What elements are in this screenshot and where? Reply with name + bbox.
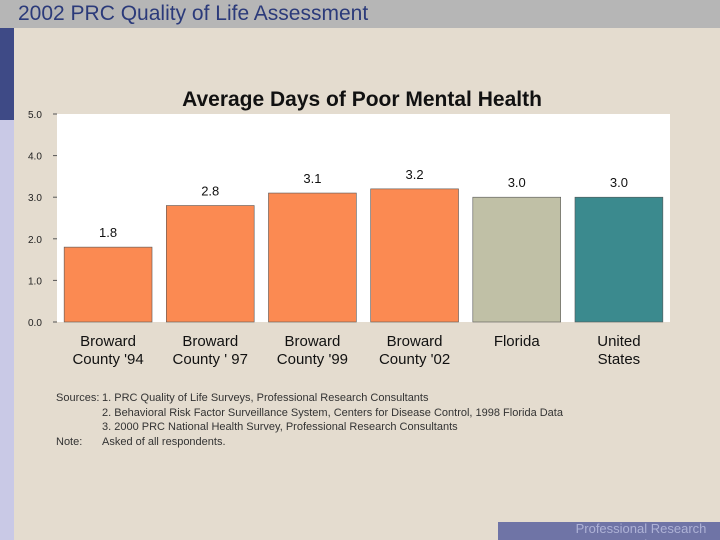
y-tick-label: 2.0: [28, 235, 42, 246]
header-bar: 2002 PRC Quality of Life Assessment: [0, 0, 720, 28]
y-tick-label: 5.0: [28, 110, 42, 121]
y-tick-label: 1.0: [28, 276, 42, 287]
slide-title: 2002 PRC Quality of Life Assessment: [18, 2, 369, 25]
x-category-label: County '02: [379, 351, 450, 368]
data-label: 2.8: [201, 184, 219, 199]
source-row-label: Sources:: [56, 392, 100, 404]
y-tick-label: 0.0: [28, 318, 42, 329]
x-category-label: Broward: [182, 333, 238, 350]
x-category-label: United: [597, 333, 640, 350]
source-row: Note: Asked of all respondents.: [56, 435, 563, 450]
source-row-text: 3. 2000 PRC National Health Survey, Prof…: [102, 421, 458, 433]
source-row-text: 1. PRC Quality of Life Surveys, Professi…: [102, 392, 429, 404]
data-label: 3.0: [610, 175, 628, 190]
sources-note: Sources: 1. PRC Quality of Life Surveys,…: [56, 391, 563, 449]
footer-bar: Professional Research Consultants: [498, 522, 720, 540]
source-row: 2. Behavioral Risk Factor Surveillance S…: [56, 406, 563, 421]
bar: [472, 196, 561, 323]
bar: [166, 205, 255, 323]
x-category-label: States: [598, 351, 641, 368]
y-tick-label: 4.0: [28, 152, 42, 163]
y-tick-label: 3.0: [28, 193, 42, 204]
x-category-label: Broward: [284, 333, 340, 350]
source-row-text: Asked of all respondents.: [102, 435, 226, 448]
footer-text: Professional Research Consultants: [575, 522, 707, 540]
x-category-label: Florida: [494, 333, 541, 350]
plot-area: [57, 114, 670, 322]
x-category-label: County '99: [277, 351, 348, 368]
source-row-text: 2. Behavioral Risk Factor Surveillance S…: [102, 406, 563, 419]
chart-title: Average Days of Poor Mental Health: [182, 88, 542, 111]
bar: [370, 188, 459, 323]
data-label: 3.1: [303, 171, 321, 186]
x-category-label: Broward: [387, 333, 443, 350]
bar: [268, 192, 357, 323]
x-category-label: Broward: [80, 333, 136, 350]
source-row: Sources: 1. PRC Quality of Life Surveys,…: [56, 391, 563, 406]
source-row-label: Note:: [56, 435, 83, 448]
bar: [63, 246, 153, 323]
left-accent-stripe: [0, 28, 14, 120]
left-light-stripe: [0, 120, 14, 540]
data-label: 3.2: [406, 167, 424, 182]
source-row-label: [56, 420, 102, 435]
data-label: 1.8: [99, 225, 117, 240]
data-label: 3.0: [508, 175, 526, 190]
source-row: 3. 2000 PRC National Health Survey, Prof…: [56, 420, 563, 435]
bar: [574, 196, 664, 323]
x-category-label: County '94: [72, 351, 143, 368]
x-category-label: County ' 97: [173, 351, 248, 368]
source-row-label: [56, 406, 102, 421]
bar-chart: Average Days of Poor Mental Health 0.0 1.…: [28, 88, 670, 368]
